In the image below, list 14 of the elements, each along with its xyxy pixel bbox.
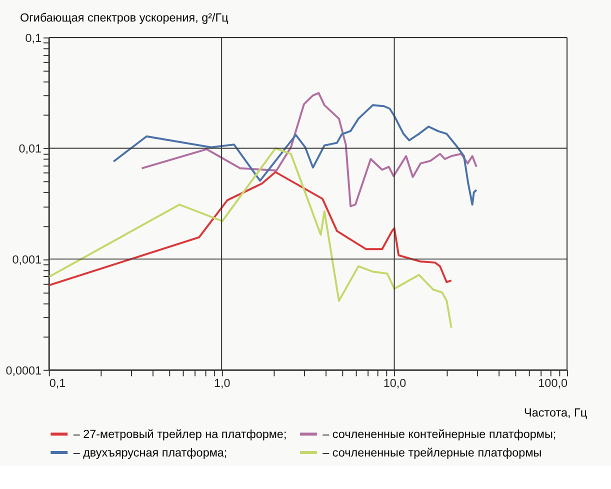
- y-tick-label: 0,001: [12, 253, 42, 266]
- x-tick-label: 100,0: [538, 376, 568, 390]
- y-tick-label: 0,1: [25, 32, 42, 45]
- x-tick-label: 10,0: [383, 376, 407, 390]
- x-tick-label: 1,0: [214, 376, 231, 390]
- y-axis-title: Огибающая спектров ускорения, g²/Гц: [20, 11, 229, 24]
- x-axis-title: Частота, Гц: [524, 406, 588, 420]
- legend-label: – сочлененные контейнерные платформы;: [322, 428, 556, 442]
- x-tick-label: 0,1: [49, 376, 66, 390]
- legend-label: – сочлененные трейлерные платформы: [322, 446, 542, 460]
- legend-label: – двухъярусная платформа;: [73, 446, 228, 460]
- y-tick-label: 0,0001: [6, 364, 42, 378]
- y-tick-label: 0,01: [18, 142, 42, 156]
- legend-label: – 27-метровый трейлер на платформе;: [73, 428, 287, 442]
